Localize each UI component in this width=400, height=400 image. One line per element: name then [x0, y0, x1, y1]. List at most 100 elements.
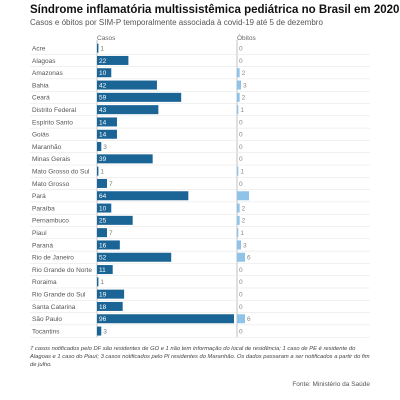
casos-bar [97, 43, 99, 53]
casos-value-label: 52 [99, 255, 107, 262]
casos-value-label: 22 [99, 58, 107, 65]
casos-bar [97, 265, 113, 275]
state-label: Rio Grande do Norte [32, 267, 92, 274]
obitos-bar [237, 191, 249, 201]
obitos-value-label: 0 [239, 58, 243, 65]
obitos-value-label: 0 [239, 267, 243, 274]
casos-value-label: 3 [103, 144, 107, 151]
obitos-value-label: 0 [239, 45, 243, 52]
casos-value-label: 10 [99, 70, 107, 77]
casos-bar [97, 166, 99, 176]
casos-value-label: 18 [99, 304, 107, 311]
state-label: Maranhão [32, 144, 62, 151]
casos-value-label: 43 [99, 107, 107, 114]
obitos-value-label: 0 [239, 279, 243, 286]
chart-subtitle: Casos e óbitos por SIM-P temporalmente a… [30, 18, 323, 27]
casos-bar [97, 55, 129, 65]
casos-bar [97, 314, 234, 324]
casos-bar [97, 80, 157, 90]
casos-value-label: 7 [109, 181, 113, 188]
column-header-obitos: Óbitos [237, 35, 256, 42]
state-label: Paraíba [32, 205, 55, 212]
casos-value-label: 19 [99, 291, 107, 298]
obitos-value-label: 3 [243, 242, 247, 249]
state-label: Ceará [32, 95, 50, 102]
obitos-value-label: 2 [242, 205, 246, 212]
casos-value-label: 14 [99, 132, 107, 139]
state-label: Pernambuco [32, 218, 69, 225]
state-label: Santa Catarina [32, 304, 76, 311]
casos-bar [97, 228, 107, 238]
state-label: Roraima [32, 279, 57, 286]
footnote: 7 casos notificados pelo DF são resident… [30, 346, 370, 368]
casos-value-label: 16 [99, 242, 107, 249]
column-header-casos: Casos [97, 35, 116, 42]
obitos-bar [237, 166, 239, 176]
casos-bar [97, 215, 133, 225]
state-label: Mato Grosso [32, 181, 70, 188]
obitos-value-label: 9 [251, 193, 255, 200]
state-label: Rio de Janeiro [32, 255, 74, 262]
state-label: Acre [32, 45, 46, 52]
obitos-value-label: 0 [239, 304, 243, 311]
state-label: Espírito Santo [32, 119, 73, 126]
state-label: Goiás [32, 132, 50, 139]
casos-bar [97, 178, 107, 188]
state-label: Bahia [32, 82, 49, 89]
source-credit: Fonte: Ministério da Saúde [292, 381, 370, 388]
obitos-bar [237, 228, 239, 238]
obitos-value-label: 0 [239, 144, 243, 151]
obitos-value-label: 0 [239, 119, 243, 126]
obitos-value-label: 0 [239, 181, 243, 188]
casos-value-label: 64 [99, 193, 107, 200]
obitos-bar [237, 92, 240, 102]
obitos-bar [237, 203, 240, 213]
casos-bar [97, 289, 125, 299]
obitos-value-label: 2 [242, 70, 246, 77]
obitos-value-label: 0 [239, 291, 243, 298]
obitos-value-label: 2 [242, 95, 246, 102]
obitos-value-label: 1 [240, 107, 244, 114]
casos-value-label: 3 [103, 328, 107, 335]
obitos-value-label: 0 [239, 156, 243, 163]
casos-bar [97, 142, 102, 152]
obitos-value-label: 2 [242, 218, 246, 225]
casos-bar [97, 117, 117, 127]
casos-value-label: 39 [99, 156, 107, 163]
casos-value-label: 25 [99, 218, 107, 225]
obitos-value-label: 0 [239, 328, 243, 335]
casos-bar [97, 252, 172, 262]
obitos-value-label: 1 [240, 230, 244, 237]
casos-value-label: 14 [99, 119, 107, 126]
obitos-value-label: 6 [247, 255, 251, 262]
state-label: Alagoas [32, 58, 56, 65]
casos-bar [97, 240, 120, 250]
state-label: Mato Grosso do Sul [32, 168, 90, 175]
casos-bar [97, 277, 99, 287]
state-label: Paraná [32, 242, 53, 249]
obitos-bar [237, 252, 245, 262]
casos-bar [97, 105, 159, 115]
chart-title: Síndrome inflamatória multissistêmica pe… [30, 4, 400, 16]
state-label: Tocantins [32, 328, 60, 335]
casos-bar [97, 191, 189, 201]
casos-value-label: 7 [109, 230, 113, 237]
obitos-value-label: 1 [240, 168, 244, 175]
casos-bar [97, 92, 182, 102]
casos-value-label: 1 [100, 45, 104, 52]
obitos-bar [237, 105, 239, 115]
state-label: Piauí [32, 230, 47, 237]
obitos-bar [237, 80, 241, 90]
casos-bar [97, 154, 153, 164]
casos-bar [97, 203, 112, 213]
obitos-bar [237, 215, 240, 225]
obitos-bar [237, 68, 240, 78]
casos-value-label: 1 [100, 168, 104, 175]
state-label: Pará [32, 193, 46, 200]
casos-value-label: 1 [100, 279, 104, 286]
state-label: Amazonas [32, 70, 63, 77]
obitos-value-label: 0 [239, 132, 243, 139]
obitos-bar [237, 314, 245, 324]
state-label: Distrito Federal [32, 107, 77, 114]
